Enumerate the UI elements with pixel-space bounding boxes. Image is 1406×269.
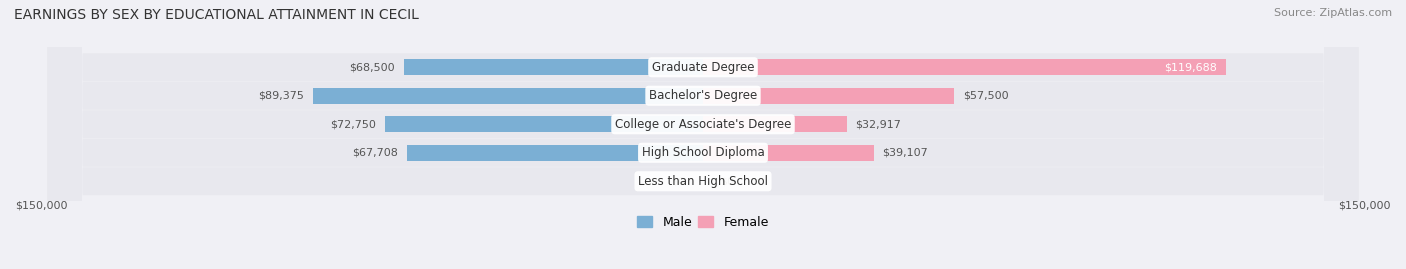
Text: EARNINGS BY SEX BY EDUCATIONAL ATTAINMENT IN CECIL: EARNINGS BY SEX BY EDUCATIONAL ATTAINMEN… <box>14 8 419 22</box>
Bar <box>408 145 703 161</box>
FancyBboxPatch shape <box>48 0 1358 269</box>
FancyBboxPatch shape <box>48 0 1358 269</box>
FancyBboxPatch shape <box>48 0 1358 269</box>
Text: Bachelor's Degree: Bachelor's Degree <box>650 89 756 102</box>
Text: Source: ZipAtlas.com: Source: ZipAtlas.com <box>1274 8 1392 18</box>
Text: $32,917: $32,917 <box>855 119 901 129</box>
Text: Graduate Degree: Graduate Degree <box>652 61 754 74</box>
Bar <box>385 116 703 132</box>
Text: $57,500: $57,500 <box>963 91 1008 101</box>
Text: High School Diploma: High School Diploma <box>641 146 765 159</box>
Text: $39,107: $39,107 <box>883 148 928 158</box>
FancyBboxPatch shape <box>48 0 1358 269</box>
Text: $89,375: $89,375 <box>257 91 304 101</box>
Text: $119,688: $119,688 <box>1164 62 1218 72</box>
Text: $67,708: $67,708 <box>353 148 398 158</box>
Bar <box>703 59 1226 75</box>
Text: College or Associate's Degree: College or Associate's Degree <box>614 118 792 131</box>
FancyBboxPatch shape <box>48 0 1358 269</box>
Text: Less than High School: Less than High School <box>638 175 768 188</box>
Text: $150,000: $150,000 <box>1339 201 1391 211</box>
Bar <box>404 59 703 75</box>
Legend: Male, Female: Male, Female <box>637 216 769 229</box>
Text: $72,750: $72,750 <box>330 119 377 129</box>
Bar <box>703 116 846 132</box>
Text: $150,000: $150,000 <box>15 201 67 211</box>
Text: $0: $0 <box>672 176 686 186</box>
Bar <box>703 145 875 161</box>
Text: $0: $0 <box>720 176 734 186</box>
Text: $68,500: $68,500 <box>350 62 395 72</box>
Bar <box>312 88 703 104</box>
Bar <box>703 88 955 104</box>
